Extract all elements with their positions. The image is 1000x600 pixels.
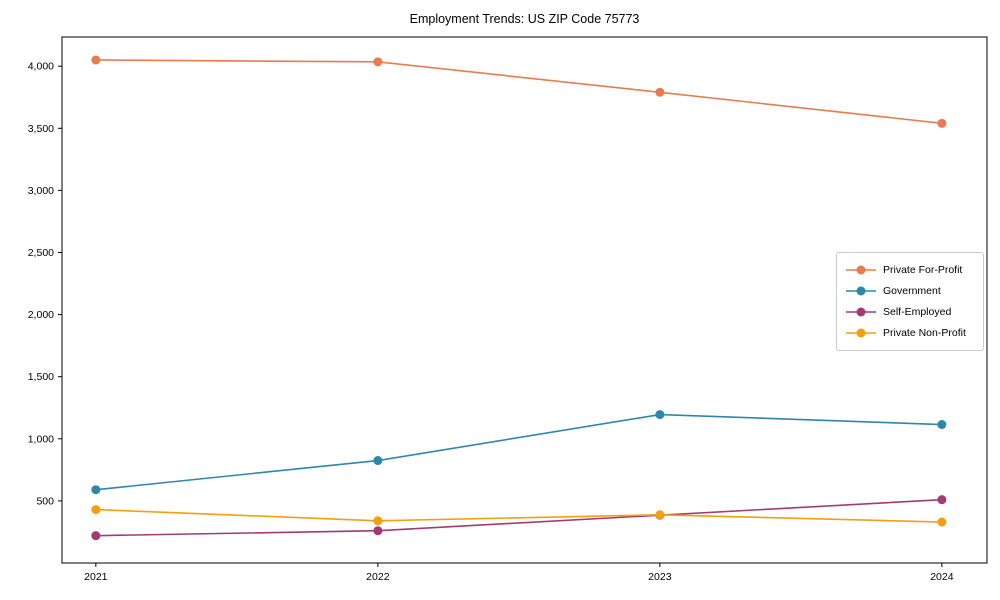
y-tick-label: 4,000	[28, 61, 54, 73]
data-point-marker	[655, 510, 665, 520]
x-tick-label: 2022	[366, 571, 390, 583]
data-point-marker	[373, 57, 383, 67]
legend-item: Government	[846, 282, 974, 300]
y-tick-label: 2,000	[28, 309, 54, 321]
data-point-marker	[655, 410, 665, 420]
data-point-marker	[373, 526, 383, 536]
legend: Private For-Profit Government Self-Employe…	[836, 252, 984, 351]
data-point-marker	[655, 87, 665, 97]
data-point-marker	[91, 505, 101, 515]
y-tick-label: 3,500	[28, 123, 54, 135]
legend-item: Self-Employed	[846, 303, 974, 321]
chart-title: Employment Trends: US ZIP Code 75773	[409, 12, 640, 26]
legend-line-marker-icon	[846, 265, 876, 275]
data-point-marker	[91, 485, 101, 495]
x-tick-label: 2023	[648, 571, 672, 583]
legend-item: Private Non-Profit	[846, 324, 974, 342]
legend-line-marker-icon	[846, 328, 876, 338]
data-point-marker	[373, 456, 383, 466]
legend-line-marker-icon	[846, 307, 876, 317]
y-tick-label: 1,500	[28, 371, 54, 383]
y-tick-label: 3,000	[28, 185, 54, 197]
y-tick-label: 1,000	[28, 433, 54, 445]
x-tick-label: 2024	[930, 571, 954, 583]
data-point-marker	[937, 517, 947, 527]
legend-line-marker-icon	[846, 286, 876, 296]
data-point-marker	[373, 516, 383, 526]
data-point-marker	[91, 55, 101, 65]
plot-border	[61, 36, 988, 564]
series-line	[95, 508, 942, 523]
legend-item-label: Self-Employed	[883, 306, 952, 318]
series-line	[95, 498, 942, 537]
legend-item-label: Private For-Profit	[883, 264, 963, 276]
y-tick-label: 2,500	[28, 247, 54, 259]
data-point-marker	[937, 420, 947, 430]
x-tick-label: 2021	[84, 571, 108, 583]
series-line	[95, 413, 942, 491]
data-point-marker	[91, 531, 101, 541]
y-tick-label: 500	[36, 495, 54, 507]
legend-item-label: Government	[883, 285, 941, 297]
legend-item-label: Private Non-Profit	[883, 327, 966, 339]
data-point-marker	[937, 495, 947, 505]
data-point-marker	[937, 118, 947, 128]
legend-item: Private For-Profit	[846, 261, 974, 279]
series-line	[95, 59, 942, 125]
